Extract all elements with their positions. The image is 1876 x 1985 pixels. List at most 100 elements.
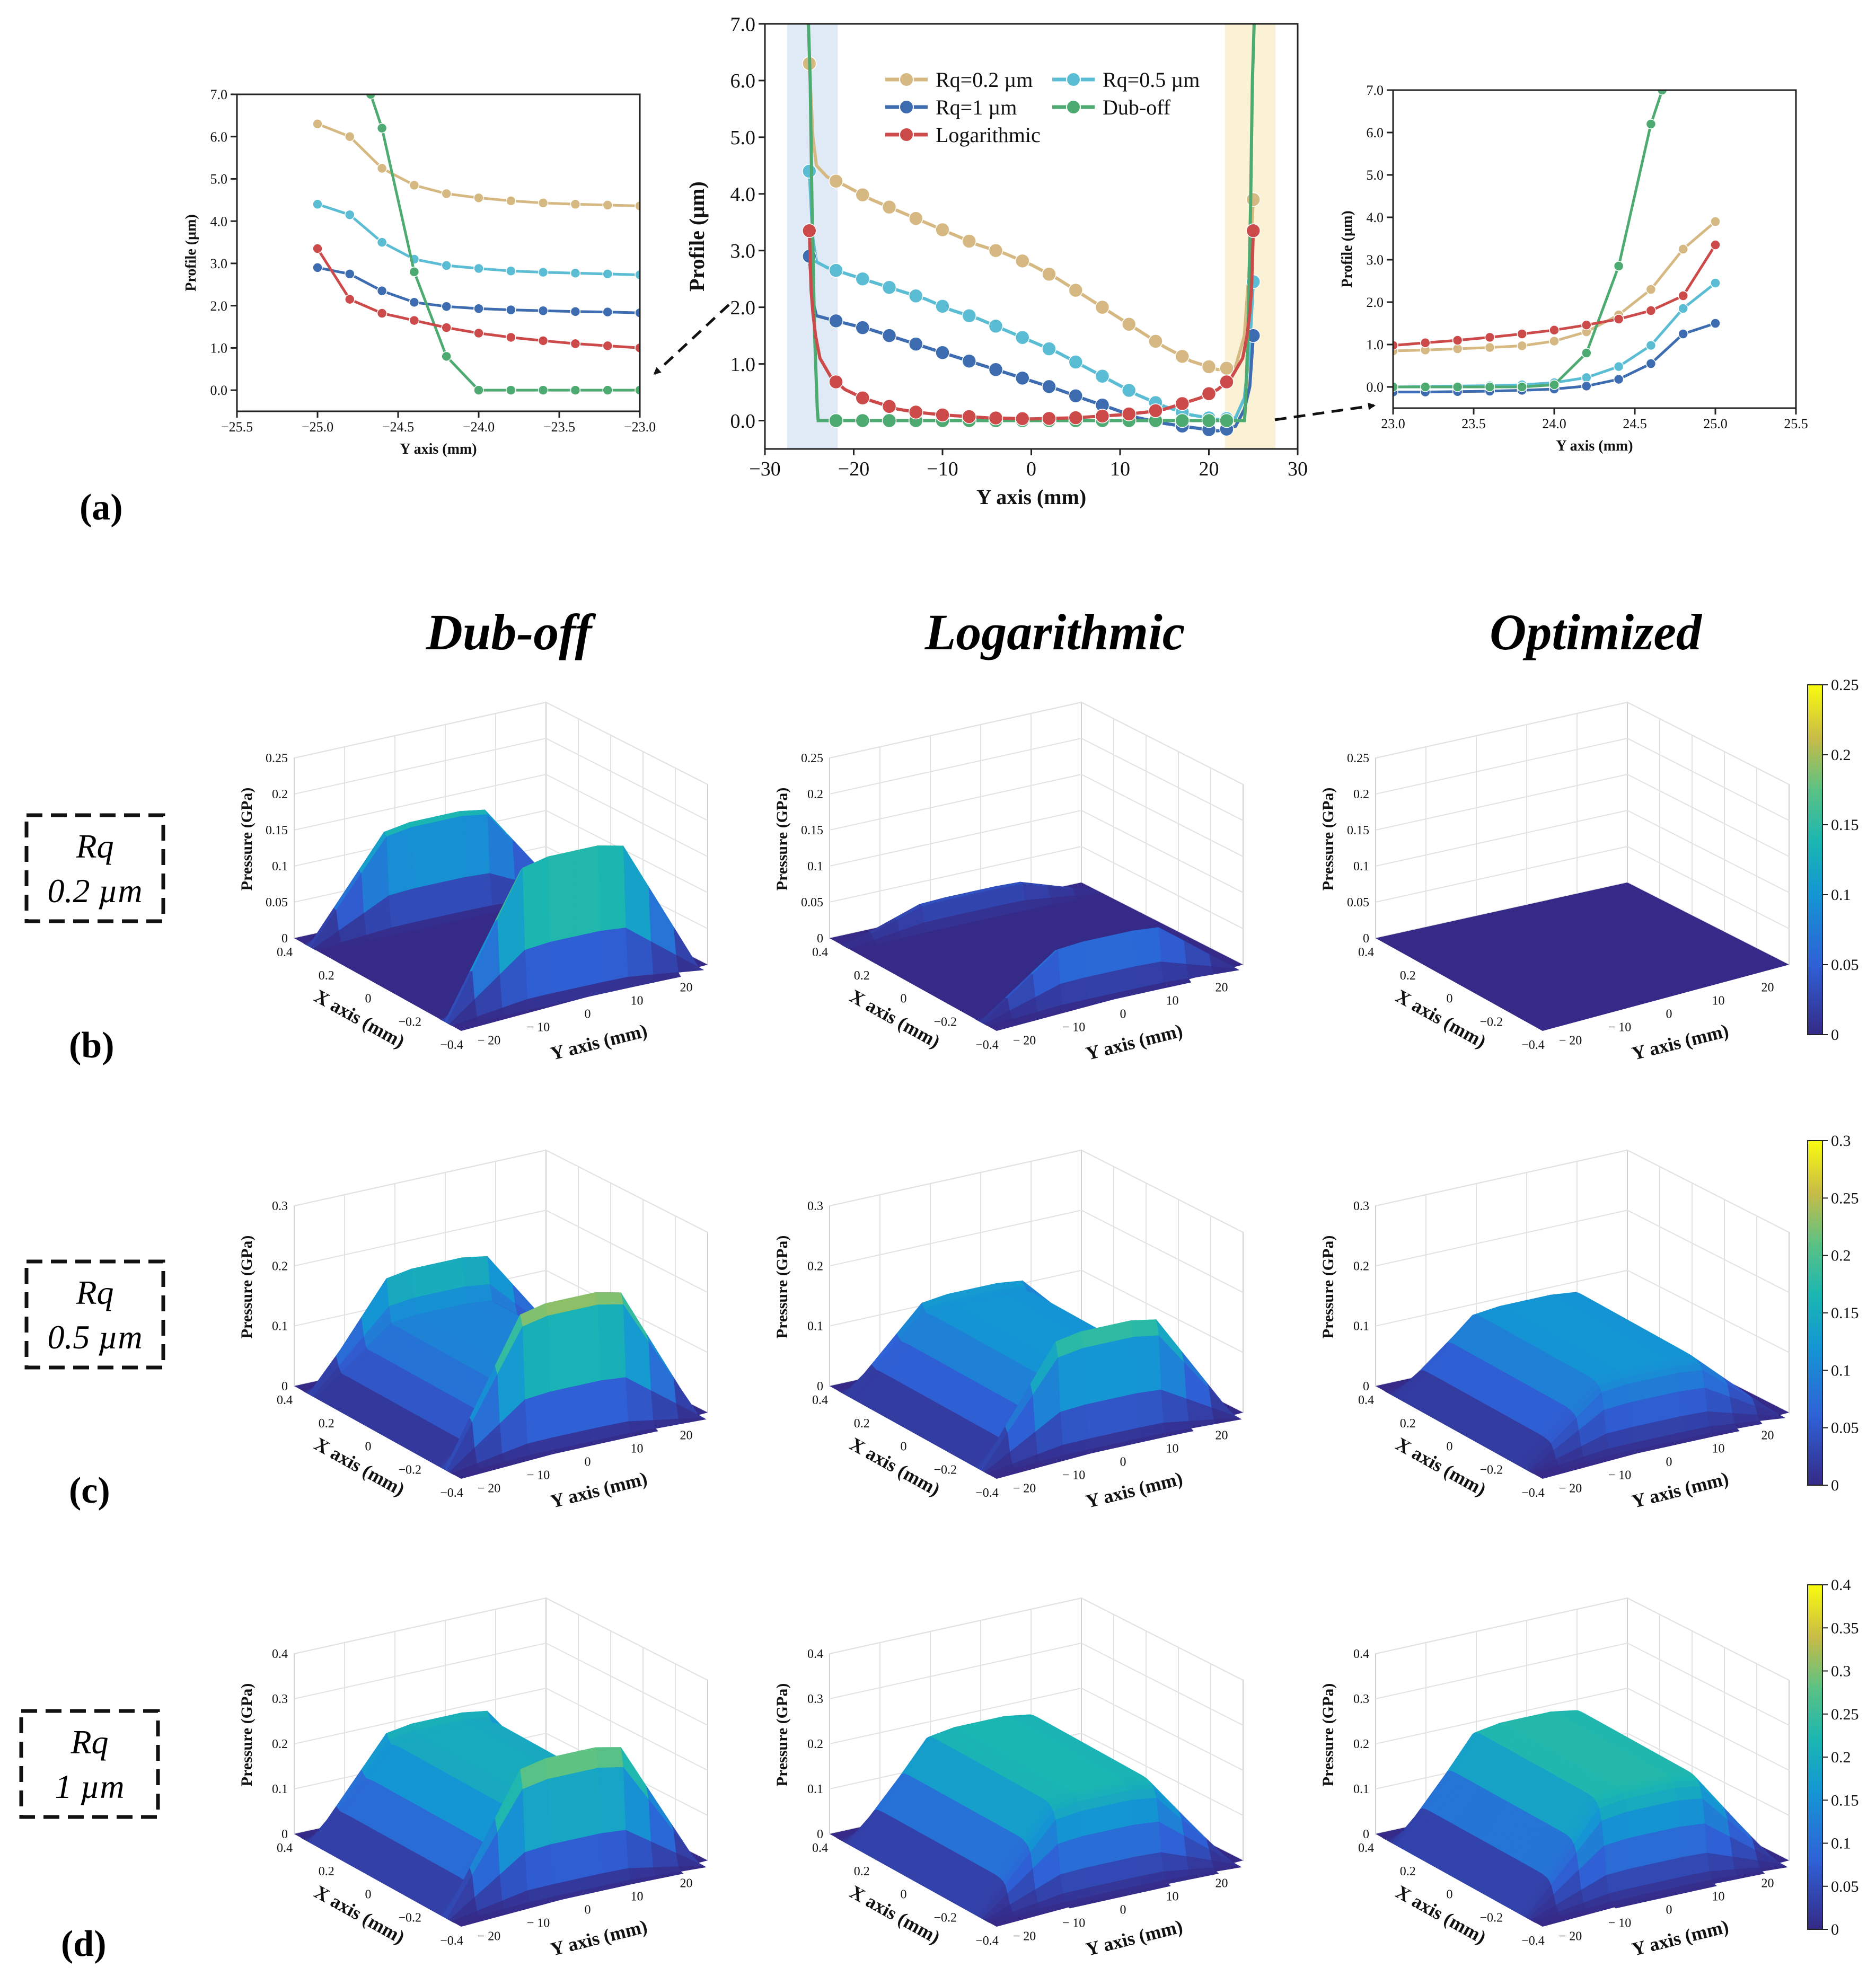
data-point	[473, 303, 484, 314]
y-tick-label: 1.0	[210, 341, 228, 356]
surface-facet	[524, 1844, 553, 1891]
surface-facet	[1058, 1348, 1086, 1413]
y-tick-label: 0	[585, 1008, 591, 1021]
legend-item: Rq=0.2 µm	[885, 68, 1033, 92]
data-point	[441, 351, 452, 362]
data-point	[473, 192, 484, 204]
surface-facet	[1037, 1004, 1065, 1016]
z-tick-label: 0.1	[272, 860, 288, 874]
data-point	[570, 268, 581, 279]
surface-facet	[573, 1304, 601, 1387]
data-point	[1175, 349, 1190, 364]
data-point	[473, 328, 484, 339]
colorbar-tick-label: 0.05	[1831, 1878, 1859, 1895]
x-tick-label: 0	[901, 992, 907, 1006]
surface-facet	[550, 936, 578, 994]
x-tick-label: −0.4	[975, 1934, 999, 1948]
data-point	[506, 332, 516, 343]
data-point	[441, 188, 452, 199]
data-point	[1420, 382, 1431, 392]
colorbar-tick-label: 0	[1831, 1026, 1839, 1044]
data-point	[829, 374, 843, 390]
data-point	[602, 200, 613, 210]
x-axis-label: X axis (mm)	[311, 985, 408, 1052]
data-point	[1015, 253, 1030, 269]
chart-main-plot-area	[802, 24, 1261, 437]
colorbar-tick-label: 0.1	[1831, 1835, 1851, 1852]
surface-facet	[1082, 1342, 1111, 1405]
data-point	[1613, 314, 1624, 324]
column-titles: Dub-off Logarithmic Optimized	[426, 604, 1703, 660]
data-point	[1175, 413, 1190, 428]
data-point	[1042, 341, 1056, 356]
data-point	[882, 413, 897, 428]
surface-facet	[340, 934, 369, 946]
panel-label-d: (d)	[61, 1924, 107, 1964]
colorbar-tick-label: 0.3	[1831, 1132, 1851, 1150]
data-point	[909, 404, 923, 420]
data-point	[1452, 382, 1463, 392]
row-label-value-0.2: 0.2 µm	[47, 872, 142, 910]
surface-facet	[597, 1304, 626, 1381]
row-label-rq-0.5: Rq	[75, 1274, 113, 1311]
z-gridline	[294, 773, 708, 857]
x-tick-label: −0.2	[398, 1463, 421, 1477]
data-point	[312, 199, 323, 210]
colorbar-tick-label: 0.15	[1831, 816, 1859, 834]
y-tick-label: 0	[1666, 1008, 1672, 1021]
row-labels: Rq 0.2 µm Rq 0.5 µm Rq 1 µm	[19, 813, 165, 1819]
data-point	[1219, 374, 1234, 390]
surface-facet	[573, 845, 601, 937]
y-tick-label: 5.0	[210, 172, 228, 187]
x-tick-label: 23.5	[1461, 416, 1486, 431]
column-title-logarithmic: Logarithmic	[924, 604, 1185, 660]
x-tick-label: 0	[1447, 1888, 1453, 1902]
left-zoom-arrow	[653, 304, 730, 375]
surface-facet	[1135, 1389, 1164, 1428]
y-tick-label: 0	[1666, 1455, 1672, 1469]
data-point	[506, 385, 516, 395]
x-tick-label: −23.5	[543, 419, 575, 435]
data-point	[1613, 261, 1624, 271]
y-tick-label: 6.0	[1367, 125, 1384, 140]
x-tick-label: 0.2	[1400, 1865, 1416, 1878]
surface-facet	[1679, 1823, 1707, 1858]
colorbars: 00.050.10.150.20.2500.050.10.150.20.250.…	[1807, 676, 1859, 1938]
data-point	[935, 408, 950, 422]
surface-facet	[597, 845, 626, 932]
data-point	[376, 308, 387, 319]
data-point	[935, 345, 950, 360]
surface-facet	[628, 974, 656, 988]
z-gridline	[294, 1210, 708, 1293]
colorbar-rq-0.2: 00.050.10.150.20.25	[1807, 676, 1859, 1044]
data-point	[376, 286, 387, 296]
surface-facet	[547, 1773, 576, 1845]
y-tick-label: 10	[1166, 1890, 1179, 1904]
z-tick-label: 0.3	[1353, 1692, 1369, 1706]
x-tick-label: 30	[1288, 458, 1308, 480]
surface-facet	[677, 1865, 707, 1872]
data-point	[376, 123, 387, 134]
x-tick-label: 0.2	[319, 1865, 334, 1878]
data-point	[882, 280, 897, 295]
data-point	[855, 413, 870, 428]
surface-facet	[462, 1256, 490, 1287]
data-point	[1549, 380, 1560, 390]
y-tick-label: 6.0	[730, 70, 756, 92]
surface-facet	[575, 931, 603, 989]
main-profile-chart: −30 −20 −10 0 10 20 300.01.02.03.04.05.06.07.0…	[685, 13, 1308, 509]
x-tick-label: 24.5	[1623, 416, 1647, 431]
x-tick-label: 0.2	[319, 969, 334, 983]
panel-label-b: (b)	[69, 1025, 115, 1066]
y-tick-label: − 20	[1559, 1482, 1582, 1496]
y-tick-label: 1.0	[1367, 337, 1384, 352]
data-point	[538, 336, 549, 346]
x-tick-label: 0	[1026, 458, 1036, 480]
z-tick-label: 0.2	[272, 1259, 288, 1273]
y-axis-label: Y axis (mm)	[548, 1020, 649, 1064]
surface-facet	[522, 1779, 550, 1853]
data-point	[855, 187, 870, 202]
panel-label-a: (a)	[80, 487, 123, 528]
